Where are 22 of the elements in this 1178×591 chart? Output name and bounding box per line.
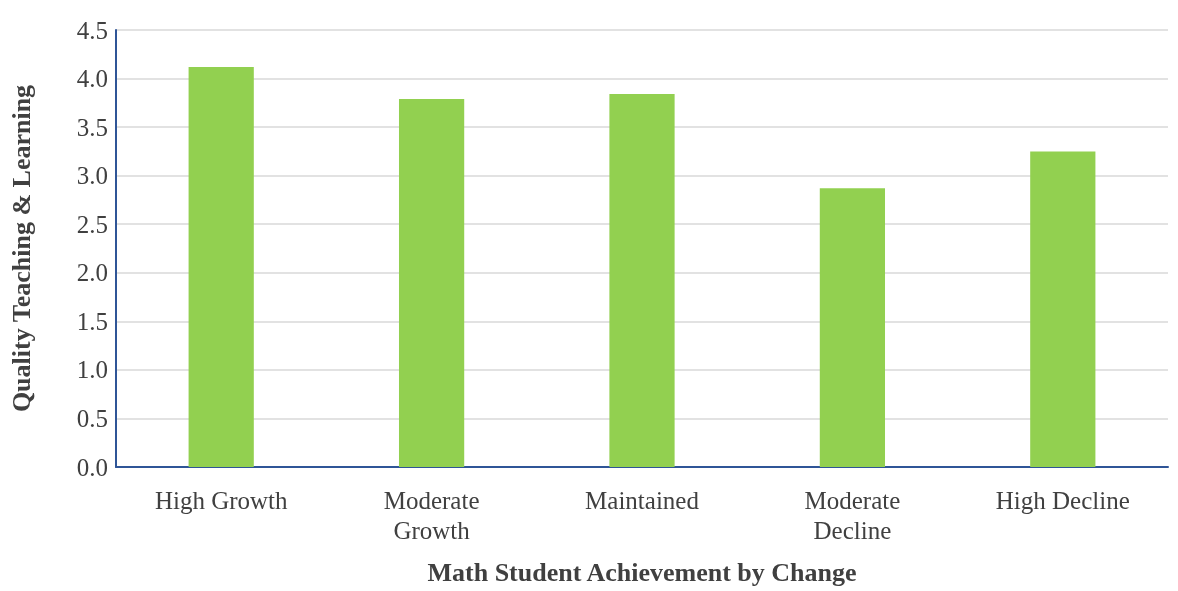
x-tick-label: Moderate Growth xyxy=(383,486,480,544)
y-tick-label: 4.5 xyxy=(76,16,108,44)
y-axis-title: Quality Teaching & Learning xyxy=(6,84,36,413)
y-tick-label: 0.0 xyxy=(76,453,108,481)
x-tick-label: Maintained xyxy=(585,486,700,514)
y-tick-label: 0.5 xyxy=(76,404,108,432)
bar xyxy=(1030,151,1096,467)
bar xyxy=(188,66,254,467)
bar xyxy=(609,94,675,467)
x-tick-label: High Growth xyxy=(154,486,289,514)
x-tick-label: Moderate Decline xyxy=(804,486,901,544)
x-tick-label: High Decline xyxy=(995,486,1130,514)
x-axis-title: Math Student Achievement by Change xyxy=(427,557,857,587)
y-tick-label: 3.5 xyxy=(76,113,108,141)
y-tick-label: 2.0 xyxy=(76,259,108,287)
y-tick-label: 4.0 xyxy=(76,65,108,93)
bar xyxy=(819,188,886,467)
y-tick-label: 1.0 xyxy=(76,356,108,384)
y-tick-label: 1.5 xyxy=(76,307,108,335)
y-tick-label: 3.0 xyxy=(76,162,108,190)
bar xyxy=(398,98,465,467)
y-tick-label: 2.5 xyxy=(76,210,108,238)
